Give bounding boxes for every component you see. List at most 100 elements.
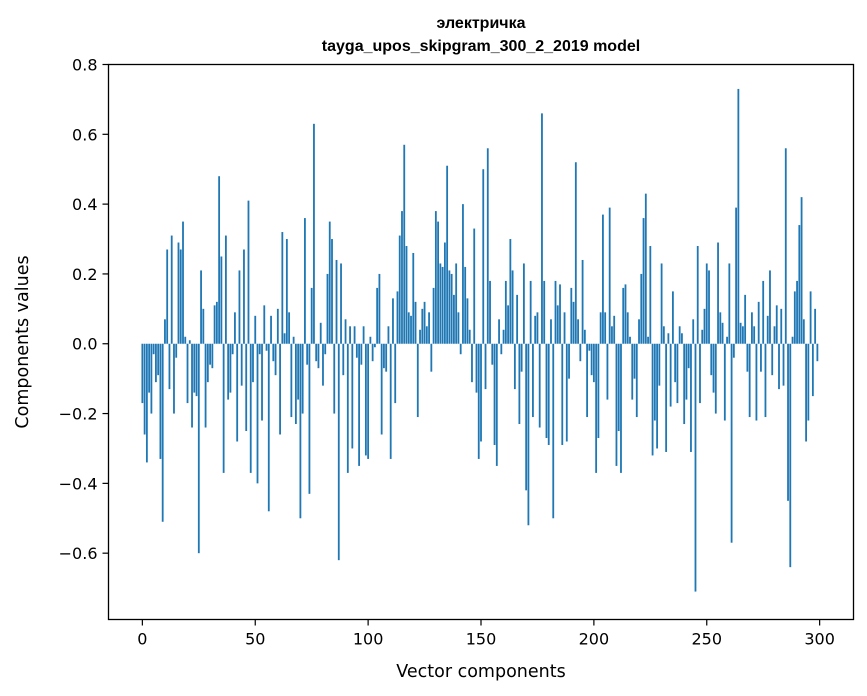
bar [387,326,390,344]
y-tick-label: 0.8 [72,56,97,75]
bar [412,252,415,344]
bar [231,343,234,355]
bar [624,284,627,344]
bar [159,343,162,459]
bar [297,343,300,400]
bar [681,333,683,344]
bar [699,343,701,404]
bar [335,259,338,344]
bar [416,343,419,418]
bar [565,343,568,442]
bar [342,343,345,376]
bar [292,336,295,344]
bar [712,343,715,393]
bar [294,343,297,425]
bar [640,273,643,344]
bar [703,308,706,344]
bar [764,343,767,418]
bar [245,343,248,432]
bar [145,343,148,463]
bar [778,343,780,390]
bar [671,291,674,344]
bar [568,343,570,379]
bar [662,326,665,344]
bar [175,343,178,358]
bar [328,221,331,344]
bar [249,343,252,473]
bar [536,312,539,344]
bar [751,312,753,344]
bar [513,343,516,390]
y-tick-label: −0.4 [59,474,98,493]
bar [455,263,458,344]
y-tick-label: 0.0 [72,335,97,354]
bar [762,280,765,344]
bar [755,343,758,421]
x-tick-label: 0 [137,630,147,649]
bar [550,319,552,344]
bar [191,343,193,428]
bar [554,280,557,344]
bar [579,343,582,362]
bar [360,343,363,365]
bar [378,273,381,344]
bar [419,329,421,344]
bar [746,343,749,372]
x-tick-label: 50 [245,630,265,649]
bar [730,343,733,543]
bar [274,343,277,376]
bar [651,343,654,456]
bar [421,308,424,344]
bar [766,315,769,344]
bar [665,343,668,452]
bar [267,343,270,512]
bar [708,270,710,344]
bar [211,343,214,369]
bar [358,343,360,466]
bar [443,242,446,344]
bar [710,343,713,376]
bar [403,144,406,344]
bar [805,343,807,442]
bar [197,343,200,554]
bar [477,343,480,459]
bar [615,343,618,466]
chart-title: электричка [437,15,526,32]
bar [308,343,311,494]
bar [500,343,503,355]
bar [457,312,460,344]
bar [597,343,600,438]
bar [371,343,374,362]
bar [701,329,704,344]
bar [473,228,476,344]
bar [313,123,315,344]
bar [362,326,365,344]
bar [227,343,230,400]
bar [434,211,437,344]
bar [721,322,724,344]
bar [583,329,586,344]
bar [279,343,281,435]
bar [462,204,464,344]
bar [638,319,640,344]
bar [471,343,473,383]
bar [141,343,144,404]
bar [656,343,658,449]
bar [369,336,372,344]
bar [717,242,719,344]
bar [613,315,616,344]
bar [543,280,546,344]
bar [753,326,756,344]
y-axis-ticks: −0.6 −0.4 −0.2 0.0 0.2 0.4 0.6 0.8 [59,56,109,563]
bar [769,270,771,344]
bar [254,315,257,344]
bar [340,263,342,344]
bar [383,343,385,369]
y-tick-label: 0.4 [72,195,97,214]
bar [319,322,322,344]
bar [247,200,250,344]
bar [493,343,496,445]
bar [782,343,785,386]
x-axis-ticks: 0 50 100 150 200 250 300 [137,619,835,649]
